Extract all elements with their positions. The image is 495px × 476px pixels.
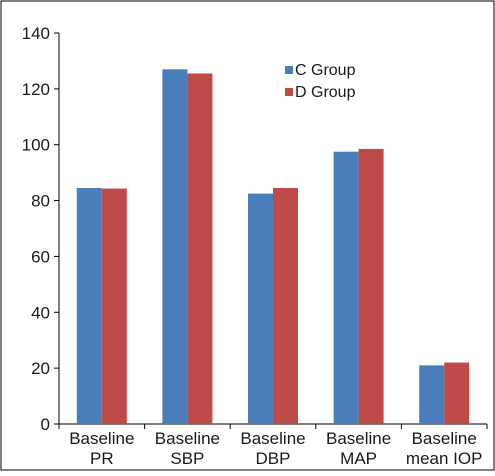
y-tick-label: 100 <box>22 136 50 155</box>
category-label: Baseline <box>69 429 134 448</box>
bar-d-group <box>101 188 127 424</box>
bars <box>76 69 470 425</box>
legend-label-c-group: C Group <box>295 62 356 79</box>
bar-c-group <box>333 151 359 425</box>
category-label: Baseline <box>326 429 391 448</box>
category-label: Baseline <box>240 429 305 448</box>
legend-label-d-group: D Group <box>295 84 356 101</box>
category-labels: BaselinePRBaselineSBPBaselineDBPBaseline… <box>58 424 488 468</box>
y-tick-label: 20 <box>31 359 50 378</box>
category-label: Baseline <box>155 429 220 448</box>
bar-d-group <box>444 362 470 424</box>
y-tick-label: 60 <box>31 247 50 266</box>
category-label: mean IOP <box>406 449 483 468</box>
y-tick-label: 140 <box>22 24 50 43</box>
legend: C Group D Group <box>285 62 356 101</box>
bar-c-group <box>162 69 188 425</box>
y-tick-label: 120 <box>22 80 50 99</box>
legend-swatch-c-group <box>285 66 293 74</box>
bar-c-group <box>76 188 102 424</box>
y-ticks: 0 20 40 60 80 100 120 140 <box>22 24 59 434</box>
category-label: SBP <box>170 449 204 468</box>
y-tick-label: 40 <box>31 303 50 322</box>
bar-d-group <box>358 148 384 424</box>
y-tick-label: 0 <box>41 415 50 434</box>
category-label: PR <box>90 449 114 468</box>
category-label: MAP <box>340 449 377 468</box>
legend-swatch-d-group <box>285 88 293 96</box>
bar-d-group <box>273 188 298 424</box>
category-label: Baseline <box>412 429 477 448</box>
y-tick-label: 80 <box>31 192 50 211</box>
bar-c-group <box>419 365 445 424</box>
category-label: DBP <box>256 449 291 468</box>
bar-d-group <box>187 73 213 424</box>
bar-c-group <box>248 193 273 424</box>
